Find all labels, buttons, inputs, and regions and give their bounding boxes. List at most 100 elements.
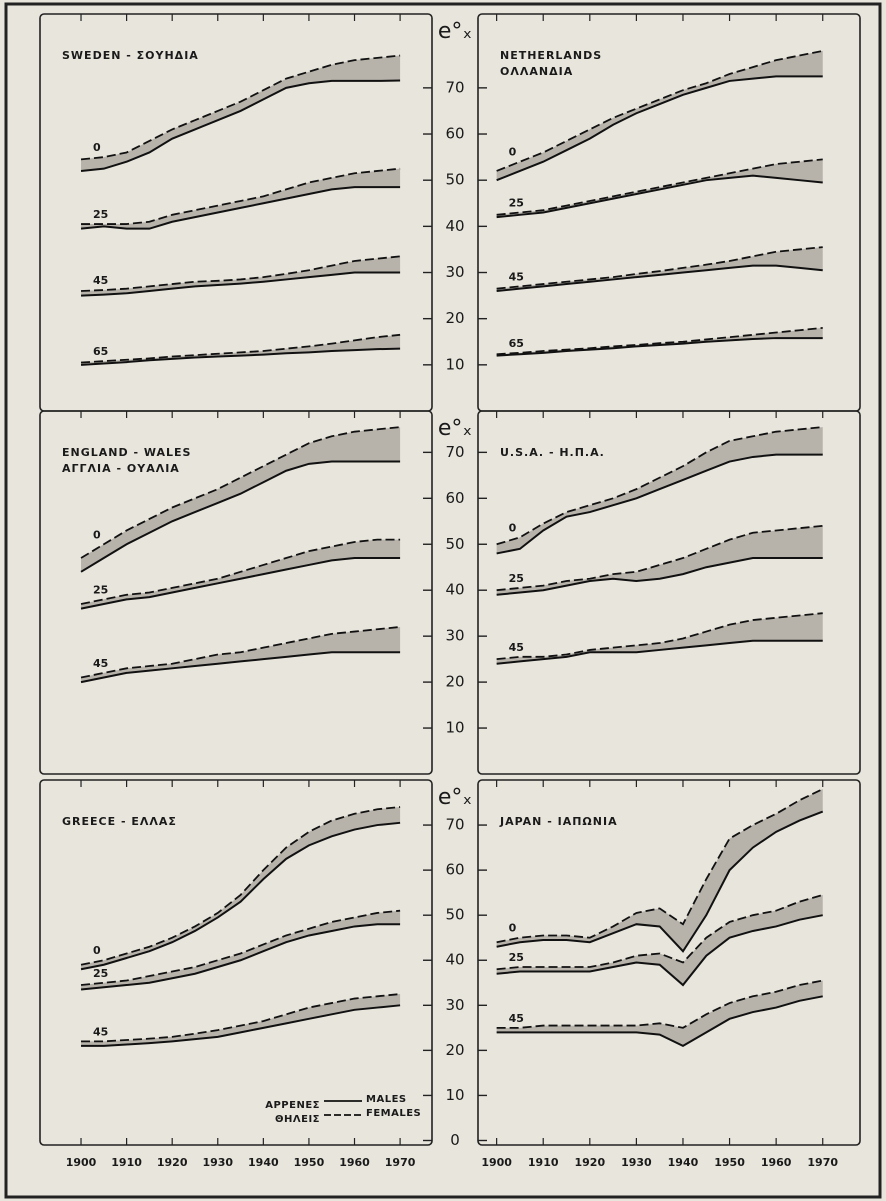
age-label: 45 [509,1012,524,1025]
panel-frame [39,410,433,775]
x-tick-label: 1910 [111,1156,142,1169]
male-line [496,810,824,953]
panel-title: ΟΛΛΑΝΔΙΑ [500,65,573,78]
legend-label: FEMALES [366,1108,421,1119]
legend-label: ΘΗΛΕΙΣ [275,1114,320,1125]
x-tick-label: 1920 [157,1156,188,1169]
x-tick-label: 1930 [621,1156,652,1169]
panel-title: GREECE - ΕΛΛΑΣ [62,815,177,828]
age-label: 25 [93,208,108,221]
y-tick-label: 30 [445,627,464,645]
y-axis-label: e°ₓ [438,19,472,44]
male-line [80,347,401,366]
male-line [496,557,823,596]
gap-shade [81,910,401,990]
y-tick-label: 20 [445,309,464,327]
male-line [80,821,401,971]
gap-shade [496,50,823,181]
y-tick-label: 0 [450,1131,460,1149]
panel-title: SWEDEN - ΣΟΥΗΔΙΑ [62,49,199,62]
y-tick-label: 70 [445,816,464,834]
y-tick-label: 10 [445,719,464,737]
female-line [80,255,401,292]
y-tick-label: 30 [445,996,464,1014]
female-line [80,426,401,559]
male-line [80,186,401,230]
male-line [496,639,823,665]
age-label: 45 [93,657,108,670]
y-tick-label: 70 [445,443,464,461]
female-line [496,426,823,546]
gap-shade [496,980,823,1046]
y-axis-label: e°ₓ [438,785,472,810]
gap-shade [81,994,401,1046]
age-label: 25 [509,951,524,964]
gap-shade [496,247,823,291]
panel-frame [39,779,433,1146]
x-tick-label: 1950 [714,1156,745,1169]
age-label: 65 [509,337,524,350]
male-line [496,995,823,1047]
y-tick-label: 70 [445,78,464,96]
panel: 10 20 30 40 50 60 70 e°ₓ ENGLAND - WALES ΑΓΓΛΙΑ -… [39,410,472,775]
x-tick-label: 1930 [202,1156,233,1169]
gap-shade [81,427,401,572]
x-tick-label: 1910 [528,1156,559,1169]
gap-shade [81,626,401,683]
y-tick-label: 10 [445,1086,464,1104]
y-tick-label: 20 [445,673,464,691]
male-line [496,75,823,182]
y-tick-label: 40 [445,581,464,599]
male-line [81,1004,401,1047]
male-line [80,923,401,991]
y-tick-label: 50 [445,171,464,189]
gap-shade [496,613,823,664]
female-line [80,54,401,161]
panel: 10 20 30 40 50 60 70 e°ₓ SWEDEN - ΣΟΥΗΔΙΑ 0 25 45 65 [39,13,472,412]
x-tick-label: 1960 [761,1156,792,1169]
male-line [80,557,401,610]
x-tick-label: 1940 [668,1156,699,1169]
legend-label: ΑΡΡΕΝΕΣ [265,1100,320,1111]
female-line [496,327,823,356]
age-label: 0 [93,944,101,957]
female-line [81,167,401,225]
male-line [496,174,823,219]
gap-shade [496,525,823,595]
female-line [496,158,823,216]
x-tick-label: 1920 [574,1156,605,1169]
female-line [80,909,401,986]
y-tick-label: 40 [445,217,464,235]
female-line [80,333,401,364]
age-label: 25 [93,583,108,596]
gap-shade [496,789,823,952]
female-line [80,806,401,966]
y-tick-label: 10 [445,355,464,373]
male-line [496,264,823,292]
panel: 0 10 20 30 40 50 60 70 e°ₓ 1900 1910 1920 1930 1940 19… [39,779,472,1169]
age-label: 45 [93,1025,108,1038]
female-line [496,788,824,944]
panel: 1900 1910 1920 1930 1940 1950 1960 1970 JAPAN - … [477,779,861,1169]
age-label: 45 [93,274,108,287]
age-label: 25 [509,572,524,585]
panel-title: JAPAN - ΙΑΠΩΝΙΑ [499,815,618,828]
age-label: 25 [509,197,524,210]
female-line [496,524,823,592]
x-tick-label: 1960 [339,1156,370,1169]
panel-title: NETHERLANDS [500,49,602,62]
panel: NETHERLANDS ΟΛΛΑΝΔΙΑ 0 25 45 65 [477,13,861,412]
y-tick-label: 50 [445,535,464,553]
x-tick-label: 1970 [807,1156,838,1169]
age-label: 0 [93,141,101,154]
y-tick-label: 60 [445,125,464,143]
male-line [496,453,823,555]
male-line [80,460,401,573]
panel: U.S.A. - Η.Π.Α. 0 25 45 [477,410,861,775]
female-line [496,894,823,971]
gap-shade [496,159,823,218]
panel-title: U.S.A. - Η.Π.Α. [500,446,605,459]
gap-shade [81,55,401,171]
x-tick-label: 1940 [248,1156,279,1169]
female-line [81,993,401,1043]
